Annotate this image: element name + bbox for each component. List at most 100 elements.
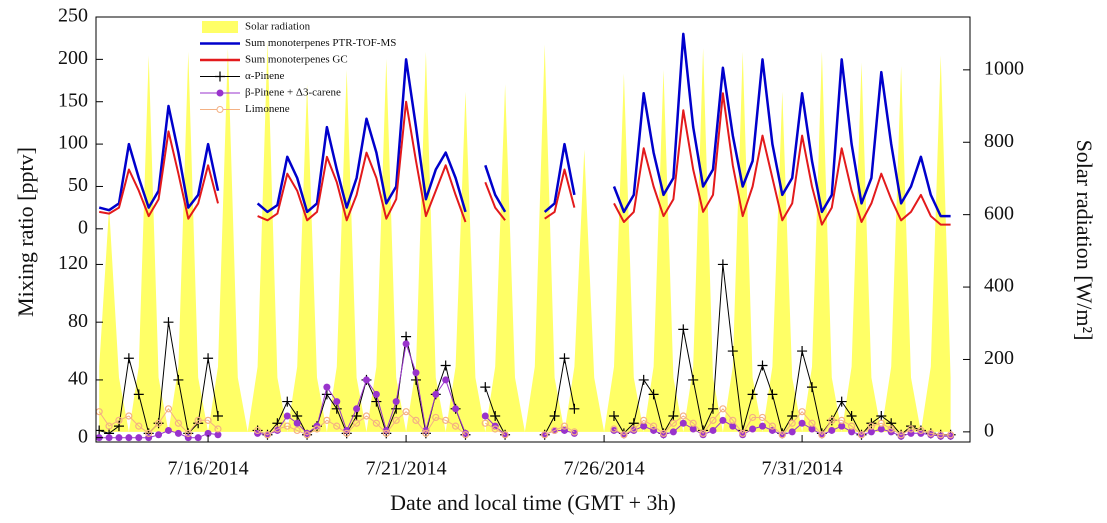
- marker: [747, 389, 758, 400]
- marker: [115, 416, 123, 424]
- marker: [699, 429, 707, 437]
- marker: [323, 383, 331, 391]
- marker: [480, 382, 491, 393]
- marker: [688, 374, 699, 385]
- marker: [648, 389, 659, 400]
- marker: [739, 431, 747, 439]
- marker: [679, 412, 687, 420]
- marker: [410, 374, 421, 385]
- marker: [748, 413, 757, 422]
- y2-tick-label: 1000: [984, 57, 1024, 79]
- marker: [610, 426, 618, 434]
- y-axis-label: Mixing ratio [pptv]: [13, 147, 38, 317]
- marker: [709, 416, 717, 424]
- marker: [96, 425, 105, 436]
- legend-label: Sum monoterpenes GC: [245, 54, 348, 66]
- marker: [184, 429, 192, 437]
- marker: [123, 353, 134, 364]
- plot-area: [96, 32, 956, 442]
- marker: [163, 317, 174, 328]
- marker: [857, 431, 866, 439]
- marker: [797, 346, 808, 357]
- x-tick-label: 7/16/2014: [168, 458, 249, 480]
- marker: [669, 419, 677, 427]
- marker: [333, 422, 341, 430]
- marker: [569, 403, 580, 414]
- marker: [194, 434, 202, 442]
- marker: [283, 412, 291, 420]
- marker: [105, 434, 113, 442]
- y-tick-label: 100: [58, 132, 88, 154]
- marker: [432, 413, 440, 422]
- y-tick-label: 120: [58, 252, 88, 274]
- marker: [927, 429, 935, 437]
- y-tick-label: 40: [68, 368, 88, 390]
- marker: [659, 431, 667, 439]
- marker: [610, 425, 618, 433]
- marker: [767, 389, 778, 400]
- marker: [570, 429, 578, 437]
- x-tick-label: 7/21/2014: [366, 458, 447, 480]
- marker: [836, 396, 847, 407]
- marker: [847, 422, 856, 430]
- marker: [897, 432, 905, 440]
- marker: [204, 416, 212, 424]
- marker: [323, 416, 331, 424]
- marker: [768, 422, 776, 430]
- marker: [442, 416, 450, 424]
- marker: [352, 419, 361, 427]
- marker: [640, 416, 648, 424]
- marker: [174, 419, 182, 427]
- marker: [203, 353, 214, 364]
- marker: [214, 431, 222, 439]
- marker: [887, 425, 895, 433]
- y2-tick-label: 600: [984, 202, 1014, 224]
- marker: [848, 428, 856, 436]
- marker: [659, 429, 668, 437]
- marker: [937, 431, 945, 439]
- marker: [719, 416, 727, 424]
- marker: [164, 426, 172, 434]
- solar-area: [99, 40, 951, 432]
- series-line: [98, 32, 951, 218]
- marker: [115, 434, 123, 442]
- marker: [846, 411, 857, 422]
- marker: [828, 416, 836, 424]
- marker: [818, 431, 826, 439]
- marker: [788, 428, 796, 436]
- legend-label: Sum monoterpenes PTR-TOF-MS: [245, 37, 396, 49]
- marker: [333, 398, 341, 406]
- marker: [668, 411, 679, 422]
- marker: [620, 431, 628, 439]
- marker: [638, 374, 649, 385]
- y2-tick-label: 800: [984, 130, 1014, 152]
- marker: [293, 419, 301, 427]
- x-tick-label: 7/31/2014: [762, 458, 843, 480]
- marker: [699, 431, 707, 439]
- marker: [253, 426, 262, 435]
- series-line: [98, 408, 951, 436]
- marker: [806, 382, 817, 393]
- marker: [451, 422, 460, 430]
- marker: [343, 429, 351, 437]
- legend-swatch: [202, 21, 238, 33]
- marker: [173, 374, 184, 385]
- marker: [194, 416, 202, 424]
- marker: [452, 405, 460, 413]
- y2-tick-label: 400: [984, 275, 1014, 297]
- marker: [490, 411, 501, 422]
- marker: [283, 422, 291, 430]
- legend: Solar radiation Sum monoterpenes PTR-TOF-…: [200, 21, 396, 115]
- marker: [442, 376, 450, 384]
- marker: [440, 360, 451, 371]
- marker: [133, 389, 144, 400]
- marker: [135, 434, 143, 442]
- marker: [135, 422, 143, 430]
- marker: [630, 425, 638, 433]
- marker: [689, 425, 697, 433]
- marker: [787, 411, 798, 422]
- marker: [391, 403, 402, 414]
- marker: [273, 425, 281, 433]
- x-axis-label: Date and local time (GMT + 3h): [390, 490, 676, 515]
